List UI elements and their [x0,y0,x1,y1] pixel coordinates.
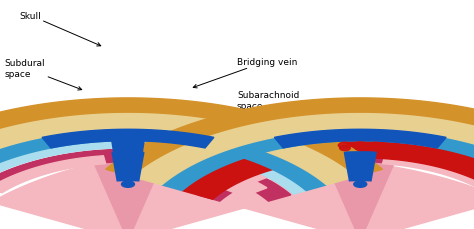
Polygon shape [0,156,106,193]
Polygon shape [197,150,474,201]
Polygon shape [346,153,374,158]
Polygon shape [93,161,163,229]
Polygon shape [131,113,474,185]
Circle shape [338,143,351,149]
Text: Subarachnoid
space: Subarachnoid space [203,91,300,117]
Polygon shape [0,141,306,194]
Polygon shape [182,141,474,199]
Circle shape [370,143,382,149]
Polygon shape [112,153,144,181]
Polygon shape [0,150,291,201]
Circle shape [121,181,135,188]
Polygon shape [383,156,474,193]
Polygon shape [0,161,271,229]
Polygon shape [106,98,474,177]
Polygon shape [150,156,267,193]
Circle shape [354,181,367,188]
Polygon shape [326,161,395,229]
Polygon shape [0,113,357,185]
Polygon shape [162,130,474,191]
Circle shape [355,146,365,151]
Text: Skull: Skull [19,11,101,47]
Polygon shape [224,161,474,229]
Circle shape [340,146,350,151]
Circle shape [370,146,381,151]
Polygon shape [221,156,338,193]
Polygon shape [112,141,144,153]
Polygon shape [0,130,327,191]
Polygon shape [274,130,446,148]
Text: Cortical
surface: Cortical surface [212,128,272,151]
Polygon shape [0,98,383,177]
Polygon shape [344,153,376,181]
Text: Subdural
space: Subdural space [5,59,82,91]
Circle shape [354,142,366,148]
Polygon shape [42,130,214,148]
Text: Bridging vein: Bridging vein [193,57,297,89]
